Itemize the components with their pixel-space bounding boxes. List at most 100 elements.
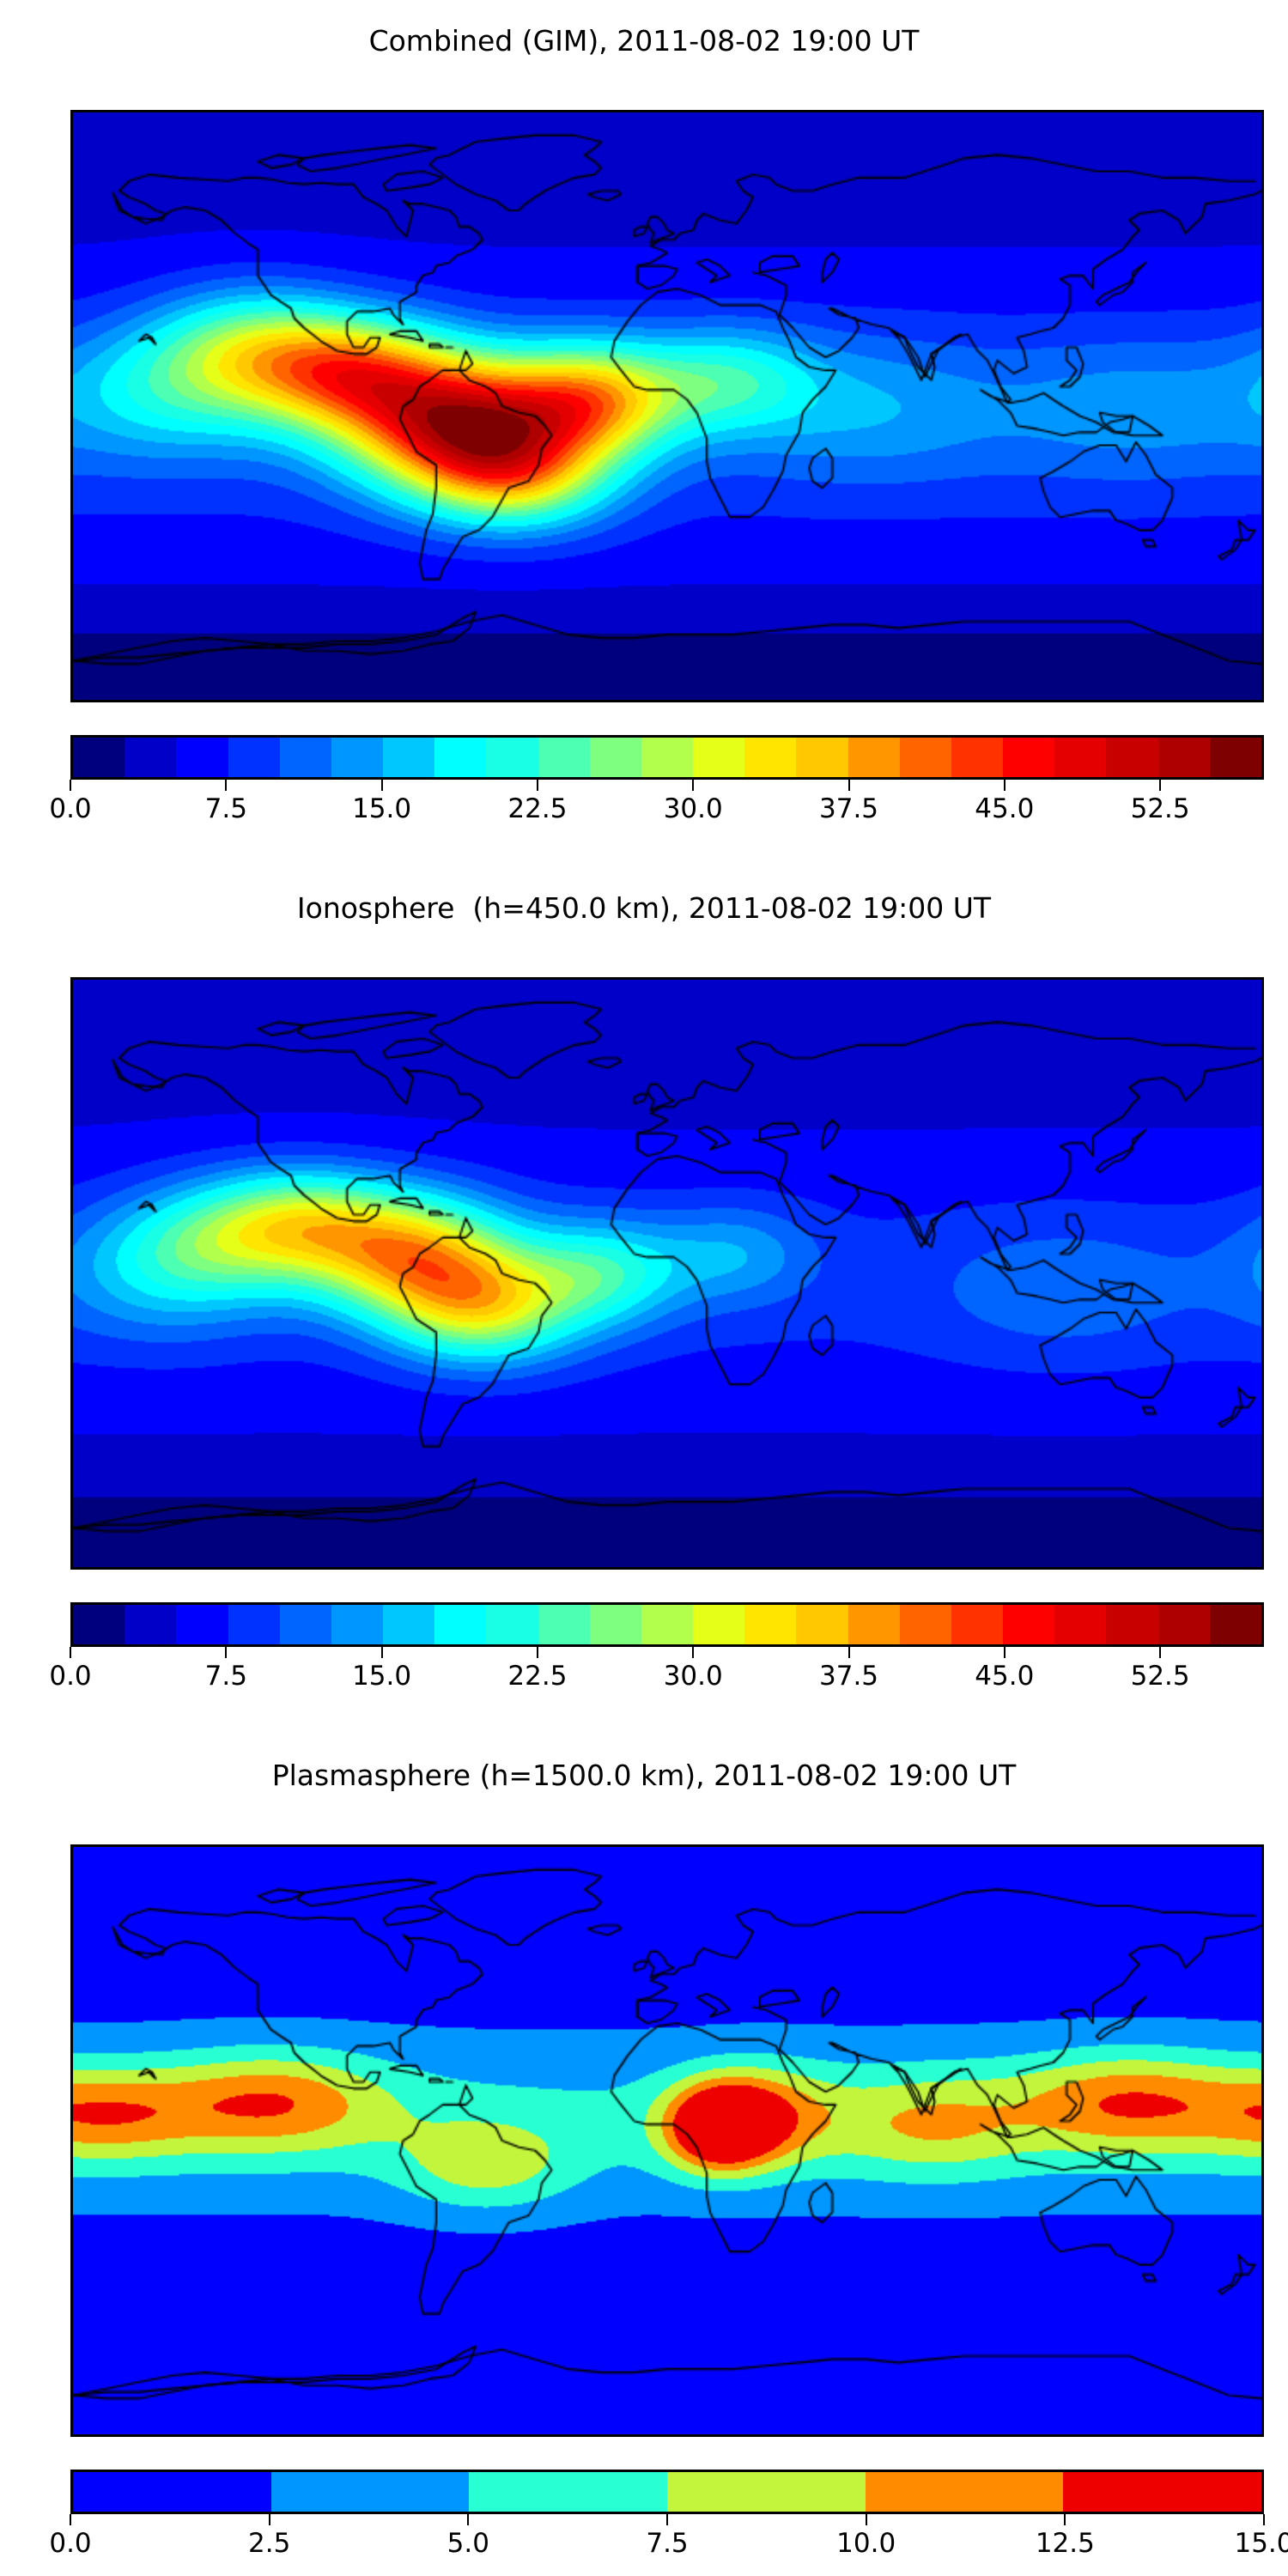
colorbar-segment [125, 1605, 177, 1644]
colorbar-segment [1209, 1605, 1261, 1644]
colorbar-tick-label: 15.0 [352, 1661, 412, 1692]
colorbar-segment [228, 738, 280, 777]
colorbar-segment [1054, 1605, 1107, 1644]
colorbar-tick [865, 2514, 867, 2525]
colorbar-segment [331, 738, 384, 777]
panel-combined-gim: Combined (GIM), 2011-08-02 19:00 UT 0.0 7… [0, 0, 1288, 859]
colorbar-tick [1064, 2514, 1066, 2525]
colorbar-segment [486, 1605, 538, 1644]
colorbar-tick-label: 15.0 [352, 793, 412, 824]
colorbar-segment [1157, 1605, 1210, 1644]
colorbar-segment [589, 738, 641, 777]
colorbar-tick-label: 2.5 [248, 2528, 291, 2559]
colorbar-tick [467, 2514, 470, 2525]
colorbar-segment [228, 1605, 280, 1644]
colorbar-segment [1063, 2472, 1262, 2512]
colorbar-tick [380, 780, 383, 791]
colorbar-strip-plasmasphere [70, 2470, 1264, 2514]
colorbar-tick-label: 10.0 [836, 2528, 896, 2559]
colorbar-segment [641, 738, 694, 777]
colorbar-tick [1003, 1647, 1005, 1658]
map-axes-plasmasphere [70, 1844, 1264, 2437]
colorbar-segment [589, 1605, 641, 1644]
colorbar-strip-combined-gim [70, 735, 1264, 780]
colorbar-segment [1106, 738, 1158, 777]
colorbar-tick [70, 2514, 71, 2525]
colorbar-tick-label: 7.5 [204, 793, 247, 824]
colorbar-segment [796, 1605, 848, 1644]
colorbar-segment [744, 738, 797, 777]
colorbar-tick [536, 1647, 538, 1658]
colorbar-segment [848, 738, 900, 777]
panel-title-ionosphere: Ionosphere (h=450.0 km), 2011-08-02 19:0… [296, 891, 992, 925]
colorbar-tick [70, 1647, 71, 1658]
colorbar-segment [899, 738, 951, 777]
colorbar-tick-label: 7.5 [204, 1661, 247, 1692]
colorbar-tick [1003, 780, 1005, 791]
colorbar-segment [865, 2472, 1064, 2512]
colorbar-segment [73, 738, 125, 777]
colorbar-tick-label: 30.0 [663, 793, 723, 824]
colorbar-ionosphere: 0.0 7.5 15.0 22.5 30.0 37.5 45.0 52.5 [49, 1602, 1264, 1691]
colorbar-segment [951, 738, 1004, 777]
colorbar-segment [279, 738, 331, 777]
colorbar-segment [73, 1605, 125, 1644]
panel-title-plasmasphere: Plasmasphere (h=1500.0 km), 2011-08-02 1… [271, 1759, 1017, 1792]
colorbar-tick-label: 45.0 [975, 1661, 1035, 1692]
colorbar-segment [279, 1605, 331, 1644]
panel-title-combined-gim: Combined (GIM), 2011-08-02 19:00 UT [368, 24, 920, 58]
colorbar-segment [693, 738, 745, 777]
colorbar-segment [693, 1605, 745, 1644]
map-canvas-ionosphere [73, 980, 1261, 1567]
colorbar-segment [538, 1605, 590, 1644]
colorbar-segment [641, 1605, 694, 1644]
colorbar-segment [848, 1605, 900, 1644]
colorbar-segment [331, 1605, 384, 1644]
colorbar-segment [1157, 738, 1210, 777]
colorbar-segment [1054, 738, 1107, 777]
colorbar-tick-label: 52.5 [1130, 793, 1190, 824]
colorbar-segment [176, 738, 228, 777]
panel-ionosphere: Ionosphere (h=450.0 km), 2011-08-02 19:0… [0, 867, 1288, 1726]
colorbar-segment [383, 1605, 435, 1644]
colorbar-tick-label: 7.5 [646, 2528, 689, 2559]
colorbar-segment [270, 2472, 470, 2512]
map-canvas-plasmasphere [73, 1847, 1261, 2434]
colorbar-tick [70, 780, 71, 791]
colorbar-segment [667, 2472, 866, 2512]
colorbar-segment [383, 738, 435, 777]
colorbar-tick [692, 1647, 695, 1658]
colorbar-segment [434, 1605, 487, 1644]
colorbar-tick [225, 1647, 228, 1658]
colorbar-tick [848, 780, 850, 791]
colorbar-tick-label: 22.5 [507, 793, 568, 824]
colorbar-tick [1159, 780, 1162, 791]
colorbar-segment [1106, 1605, 1158, 1644]
colorbar-segment [951, 1605, 1004, 1644]
map-canvas-combined-gim [73, 112, 1261, 700]
colorbar-tick-label: 5.0 [447, 2528, 489, 2559]
colorbar-segment [1209, 738, 1261, 777]
colorbar-tick [848, 1647, 850, 1658]
colorbar-segment [899, 1605, 951, 1644]
colorbar-tick-label: 12.5 [1035, 2528, 1095, 2559]
colorbar-segment [486, 738, 538, 777]
panel-plasmasphere: Plasmasphere (h=1500.0 km), 2011-08-02 1… [0, 1735, 1288, 2576]
colorbar-tick-label: 15.0 [1234, 2528, 1288, 2559]
colorbar-tick-label: 37.5 [819, 793, 879, 824]
colorbar-tick [666, 2514, 668, 2525]
colorbar-segment [125, 738, 177, 777]
map-axes-combined-gim [70, 110, 1264, 702]
map-axes-ionosphere [70, 977, 1264, 1570]
colorbar-segment [1003, 1605, 1055, 1644]
colorbar-tick-label: 0.0 [49, 1661, 92, 1692]
colorbar-segment [744, 1605, 797, 1644]
colorbar-tick [380, 1647, 383, 1658]
colorbar-segment [538, 738, 590, 777]
colorbar-tick [1263, 2514, 1265, 2525]
colorbar-tick-label: 0.0 [49, 793, 92, 824]
colorbar-tick [692, 780, 695, 791]
colorbar-segment [1003, 738, 1055, 777]
colorbar-tick [1159, 1647, 1162, 1658]
